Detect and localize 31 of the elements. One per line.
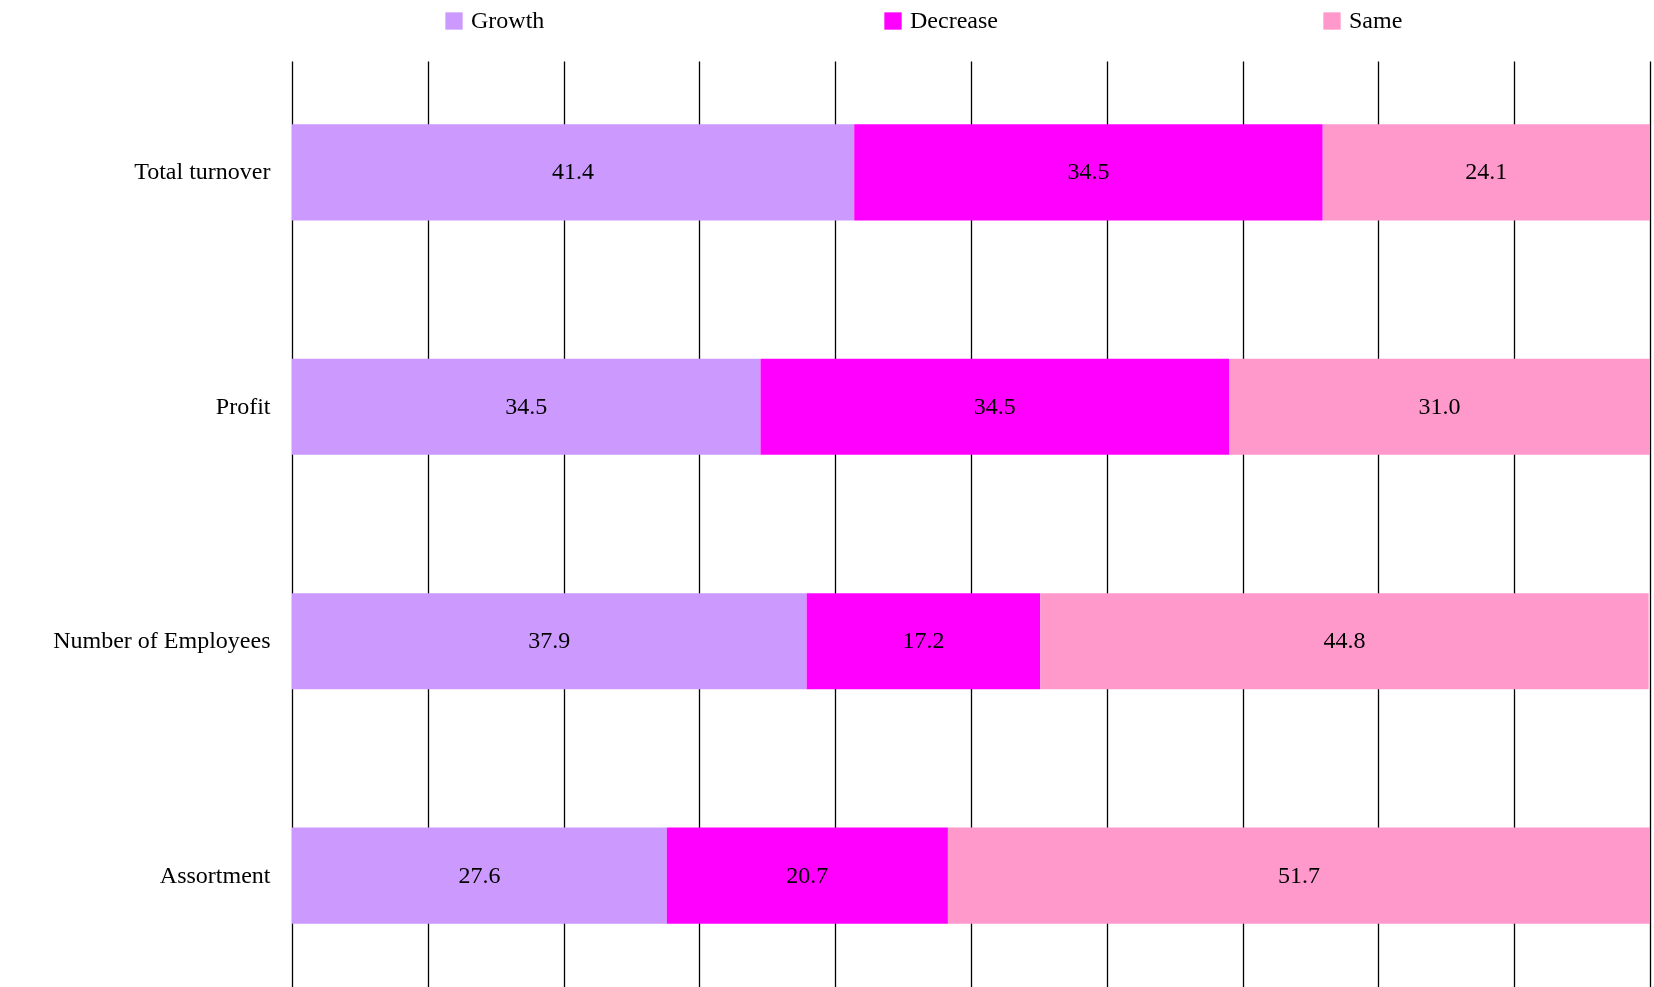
bar — [1322, 124, 1650, 221]
data-label: 17.2 — [902, 627, 945, 654]
data-label: 41.4 — [552, 158, 595, 185]
bar — [760, 358, 1230, 455]
y-tick-label: Total turnover — [134, 158, 271, 185]
data-label: 37.9 — [528, 627, 571, 654]
bar — [666, 827, 948, 924]
data-label: 20.7 — [786, 861, 829, 888]
y-tick-label: Assortment — [159, 861, 271, 888]
bar — [292, 593, 807, 690]
data-label: 34.5 — [1067, 158, 1110, 185]
bar — [806, 593, 1041, 690]
y-tick-label: Number of Employees — [53, 627, 271, 654]
data-label: 24.1 — [1465, 158, 1508, 185]
data-label: 34.5 — [505, 392, 548, 419]
legend-label: Same — [1349, 7, 1403, 33]
legend-label: Growth — [471, 7, 545, 33]
bar — [1229, 358, 1650, 455]
data-label: 34.5 — [973, 392, 1016, 419]
data-label: 27.6 — [458, 861, 501, 888]
legend-label: Decrease — [910, 7, 998, 33]
data-label: 31.0 — [1418, 392, 1461, 419]
bar — [1040, 593, 1649, 690]
y-tick-label: Profit — [215, 392, 271, 419]
bar — [292, 358, 761, 455]
bar — [854, 124, 1323, 221]
bar — [292, 827, 667, 924]
bar — [947, 827, 1650, 924]
data-label: 44.8 — [1323, 627, 1366, 654]
data-label: 51.7 — [1277, 861, 1320, 888]
bar — [292, 124, 855, 221]
